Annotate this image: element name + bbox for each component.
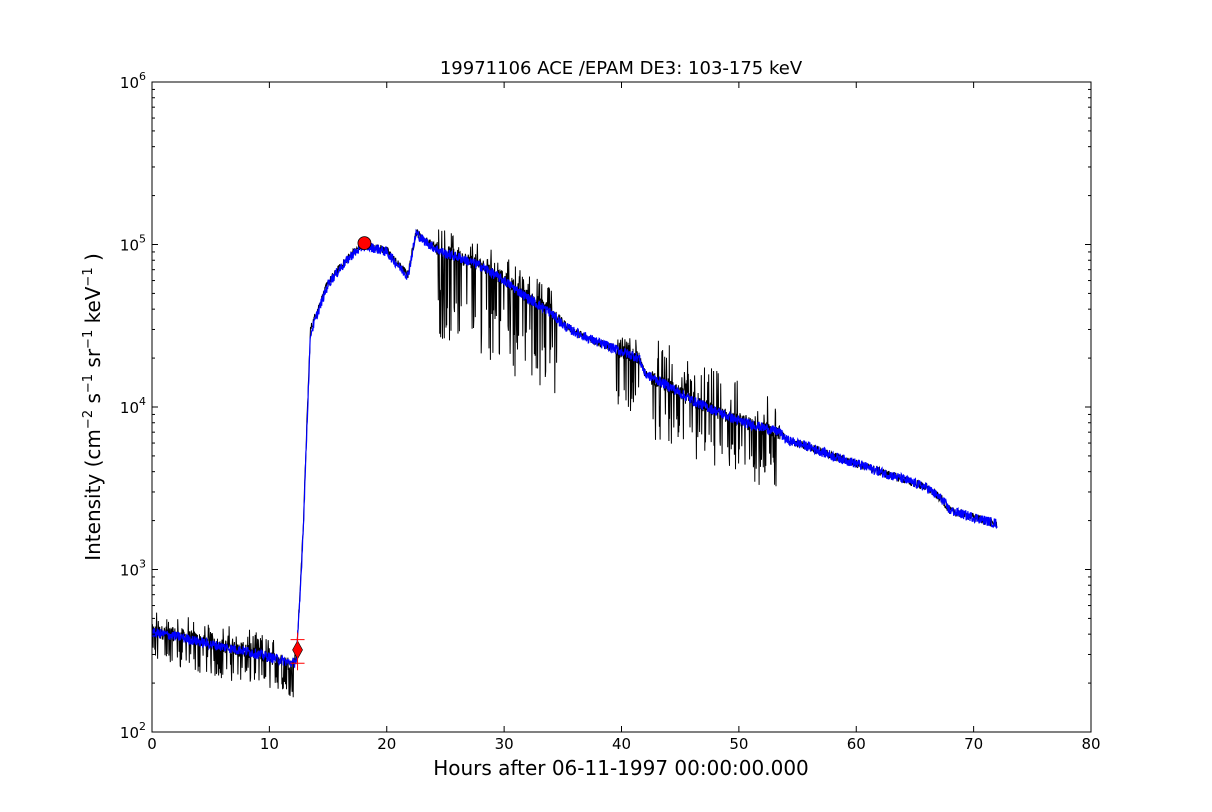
x-tick-label: 80 — [1081, 735, 1100, 753]
y-axis-label-sup-4: −1 — [81, 267, 96, 286]
x-tick-label: 40 — [612, 735, 631, 753]
y-tick-label: 102 — [120, 720, 146, 742]
x-axis: 0 10 20 30 40 50 60 70 80 — [147, 82, 1101, 753]
y-tick-label: 105 — [120, 233, 146, 255]
x-tick-label: 0 — [147, 735, 157, 753]
y-axis: 102 103 104 105 106 — [120, 70, 1091, 742]
chart-title: 19971106 ACE /EPAM DE3: 103-175 keV — [440, 58, 803, 79]
x-tick-label: 10 — [260, 735, 279, 753]
x-tick-label: 60 — [847, 735, 866, 753]
marker-onset-error-upper — [290, 632, 305, 647]
series-smoothed-line — [152, 228, 998, 669]
marker-layer — [290, 236, 372, 671]
x-tick-label: 50 — [729, 735, 748, 753]
y-axis-label-prefix: Intensity (cm — [81, 429, 105, 561]
y-axis-label-sup-1: −2 — [81, 410, 96, 429]
y-tick-label: 106 — [120, 70, 146, 92]
y-axis-label-kev: keV — [81, 286, 105, 330]
y-axis-label: Intensity (cm−2 s−1 sr−1 keV−1 ) — [81, 253, 105, 561]
x-tick-label: 30 — [495, 735, 514, 753]
marker-peak — [357, 236, 372, 251]
y-axis-label-suffix: ) — [81, 253, 105, 267]
x-tick-label: 20 — [377, 735, 396, 753]
y-axis-label-sr: sr — [81, 348, 105, 374]
series-layer — [152, 228, 998, 698]
y-tick-label: 103 — [120, 558, 146, 580]
y-tick-label: 104 — [120, 395, 146, 417]
y-axis-label-sup-3: −1 — [81, 330, 96, 349]
marker-onset-error-lower — [290, 656, 305, 671]
x-axis-label: Hours after 06-11-1997 00:00:00.000 — [433, 756, 809, 780]
y-axis-label-sup-2: −1 — [81, 374, 96, 393]
x-tick-label: 70 — [964, 735, 983, 753]
y-axis-label-s: s — [81, 393, 105, 410]
